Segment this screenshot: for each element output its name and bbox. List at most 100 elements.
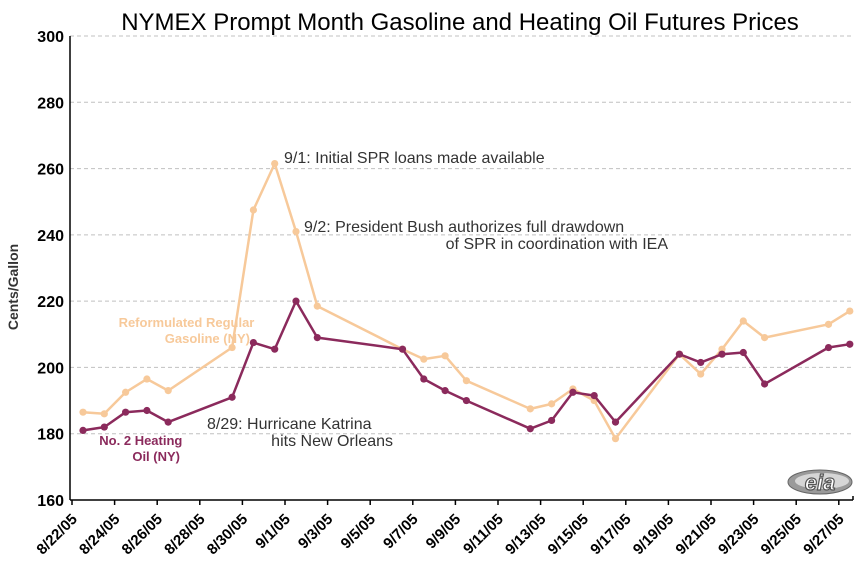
chart-title: NYMEX Prompt Month Gasoline and Heating … — [121, 9, 799, 36]
grid — [70, 35, 853, 435]
data-point — [824, 320, 833, 328]
y-tick-label: 200 — [37, 360, 64, 377]
data-point — [718, 350, 726, 358]
x-tick-label: 9/19/05 — [630, 511, 677, 558]
x-tick-label: 9/27/05 — [800, 511, 847, 558]
y-axis-label: Cents/Gallon — [5, 244, 21, 330]
y-tick-label: 160 — [37, 493, 64, 510]
data-point — [122, 408, 130, 416]
data-point — [249, 338, 257, 347]
data-point — [462, 377, 470, 385]
y-tick-label: 240 — [37, 228, 64, 245]
data-point — [761, 334, 769, 342]
data-point — [718, 345, 726, 353]
data-point — [824, 343, 833, 352]
data-point — [228, 343, 236, 352]
x-tick-label: 9/3/05 — [295, 511, 337, 553]
eia-logo: eia — [787, 469, 853, 496]
data-point — [398, 345, 407, 353]
annotation-spr-drawdown-line-2: of SPR in coordination with IEA — [446, 236, 669, 253]
annotation-spr-loans-line-1: 9/1: Initial SPR loans made available — [284, 150, 545, 167]
annotation-katrina: 8/29: Hurricane Katrina hits New Orleans — [207, 416, 393, 450]
x-tick-label: 9/21/05 — [672, 511, 719, 558]
heating-oil-series-label: No. 2 Heating Oil (NY) — [99, 433, 186, 464]
x-tick-label: 9/15/05 — [545, 511, 592, 558]
data-point — [420, 355, 428, 363]
data-point — [441, 387, 449, 395]
data-point — [526, 405, 534, 413]
gasoline-label-line-1: Reformulated Regular — [119, 315, 255, 330]
x-tick-label: 9/23/05 — [715, 511, 762, 558]
data-point — [420, 375, 428, 383]
data-point — [611, 418, 620, 426]
y-tick-label: 300 — [37, 29, 64, 46]
annotation-spr-drawdown: 9/2: President Bush authorizes full draw… — [304, 219, 668, 253]
x-tick-label: 8/22/05 — [33, 511, 80, 558]
y-tick-label: 260 — [37, 162, 64, 179]
x-tick-label: 9/17/05 — [587, 511, 634, 558]
data-point — [548, 400, 556, 408]
data-point — [313, 302, 321, 310]
data-point — [846, 340, 854, 348]
series-line — [82, 299, 850, 432]
gasoline-label-line-2: Gasoline (NY) — [165, 331, 250, 346]
x-tick-label: 9/13/05 — [502, 511, 549, 558]
x-tick-label: 8/26/05 — [119, 511, 166, 558]
data-point — [548, 416, 556, 425]
y-tick-label: 180 — [37, 427, 64, 444]
data-point — [143, 375, 151, 383]
data-point — [292, 297, 300, 305]
x-tick-label: 8/30/05 — [204, 511, 251, 558]
data-point — [100, 410, 108, 418]
data-point — [462, 396, 470, 405]
data-point — [79, 408, 87, 416]
data-point — [228, 393, 236, 401]
data-point — [249, 206, 257, 214]
data-point — [675, 350, 684, 358]
series-0 — [79, 160, 854, 443]
data-point — [611, 435, 620, 443]
x-tick-label: 9/7/05 — [380, 511, 422, 553]
data-point — [526, 425, 534, 433]
data-point — [739, 317, 747, 325]
gasoline-series-label: Reformulated Regular Gasoline (NY) — [119, 315, 258, 346]
data-point — [122, 388, 130, 396]
data-point — [846, 307, 854, 315]
data-point — [100, 423, 108, 431]
eia-logo-highlight — [795, 473, 849, 489]
x-tick-label: 8/24/05 — [76, 511, 123, 558]
y-tick-labels: 160 180 200 220 240 260 280 300 — [37, 29, 64, 510]
data-point — [271, 345, 279, 353]
annotation-spr-drawdown-line-1: 9/2: President Bush authorizes full draw… — [304, 219, 624, 236]
data-point — [292, 227, 300, 236]
data-point — [164, 418, 172, 426]
data-point — [739, 348, 747, 357]
data-point — [569, 388, 577, 396]
data-point — [313, 334, 321, 342]
data-point — [164, 387, 172, 395]
y-tick-label: 280 — [37, 95, 64, 112]
data-point — [697, 370, 705, 378]
y-tick-label: 220 — [37, 294, 64, 311]
eia-logo-text: eia — [805, 470, 836, 495]
axes — [69, 36, 854, 505]
data-point — [761, 380, 769, 388]
data-point — [271, 160, 279, 168]
x-tick-label: 8/28/05 — [161, 511, 208, 558]
data-point — [697, 358, 705, 367]
data-point — [143, 406, 151, 415]
annotation-katrina-line-2: hits New Orleans — [271, 433, 393, 450]
x-tick-label: 9/25/05 — [758, 511, 805, 558]
x-tick-label: 9/1/05 — [252, 511, 294, 553]
x-tick-label: 9/9/05 — [423, 511, 465, 553]
annotation-spr-loans: 9/1: Initial SPR loans made available — [284, 150, 545, 167]
series-line — [82, 162, 851, 440]
data-point — [441, 352, 449, 360]
series — [79, 160, 854, 443]
series-1 — [79, 297, 854, 434]
heating-oil-label-line-1: No. 2 Heating — [99, 433, 182, 448]
data-point — [590, 392, 598, 400]
x-tick-label: 9/11/05 — [460, 511, 507, 558]
data-point — [79, 426, 87, 434]
